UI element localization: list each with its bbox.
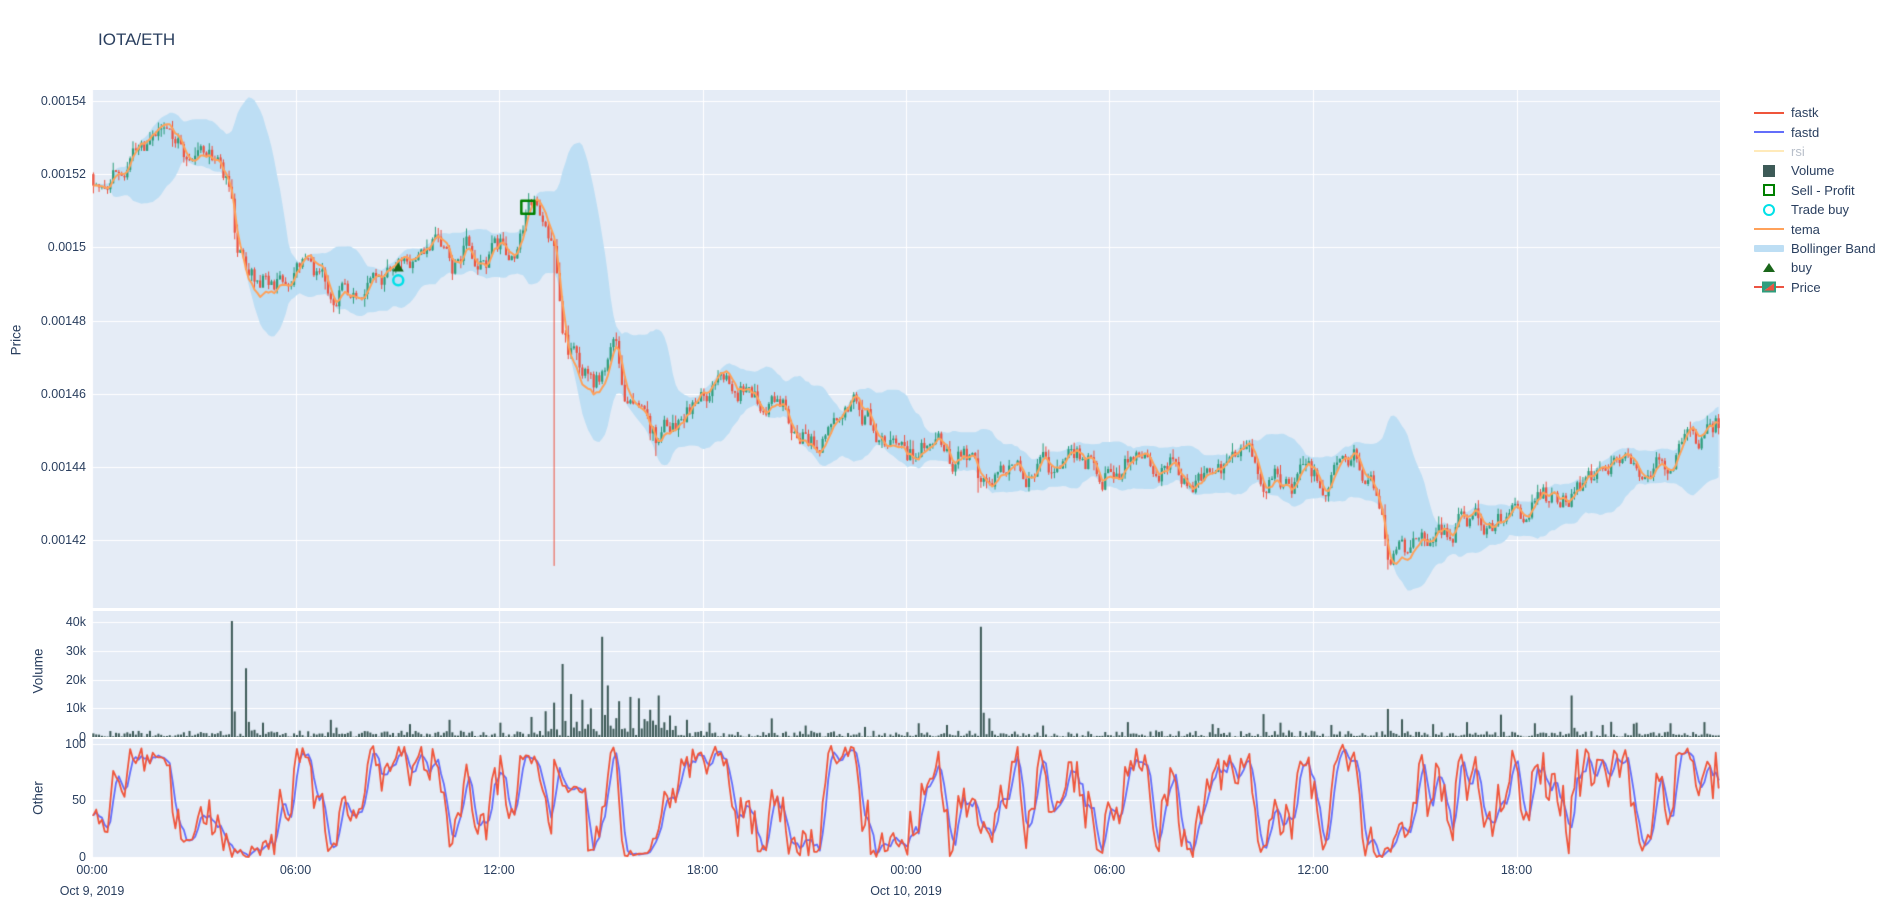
y-tick-label-volume: 20k	[65, 672, 86, 687]
y-tick-label-price: 0.00142	[40, 533, 86, 548]
legend-item-label: Price	[1791, 279, 1821, 295]
y-tick-label-other: 100	[65, 736, 86, 751]
legend-item-label: Volume	[1791, 163, 1835, 179]
oscillator-chart-canvas[interactable]	[92, 739, 1720, 858]
legend-item-label: tema	[1791, 221, 1820, 237]
legend-item-sell-profit[interactable]: Sell - Profit	[1752, 181, 1888, 200]
legend-item-label: rsi	[1791, 143, 1805, 159]
legend-item-bollinger-band[interactable]: Bollinger Band	[1752, 239, 1888, 258]
oscillator-panel	[92, 739, 1720, 858]
x-tick-label: 00:00	[890, 863, 922, 877]
volume-chart-canvas[interactable]	[92, 611, 1720, 737]
legend-item-volume[interactable]: Volume	[1752, 161, 1888, 180]
y-tick-label-price: 0.00146	[40, 386, 86, 401]
y-tick-label-volume: 40k	[65, 615, 86, 630]
y-tick-label-price: 0.00148	[40, 313, 86, 328]
legend-symbol-line-icon	[1752, 131, 1786, 134]
y-tick-label-other: 0	[79, 849, 86, 864]
y-tick-label-price: 0.00144	[40, 460, 86, 475]
price-chart-canvas[interactable]	[92, 90, 1720, 608]
legend-item-buy[interactable]: buy	[1752, 258, 1888, 277]
x-tick-label: 18:00	[686, 863, 719, 877]
legend-item-trade-buy[interactable]: Trade buy	[1752, 200, 1888, 219]
x-tick-label: 18:00	[1500, 863, 1533, 877]
legend-symbol-candlestick-icon	[1752, 280, 1786, 294]
legend-item-fastd[interactable]: fastd	[1752, 122, 1888, 141]
x-tick-label: 12:00	[1297, 863, 1329, 877]
price-panel	[92, 90, 1720, 608]
legend-item-rsi[interactable]: rsi	[1752, 142, 1888, 161]
x-date-label: Oct 10, 2019	[870, 884, 942, 898]
y-tick-label-price: 0.00152	[40, 167, 86, 182]
legend-symbol-circle-open-icon	[1752, 203, 1786, 216]
y-tick-label-other: 50	[72, 793, 86, 808]
legend-item-label: Bollinger Band	[1791, 240, 1876, 256]
legend-symbol-line-icon	[1752, 228, 1786, 231]
y-tick-label-price: 0.0015	[47, 240, 86, 255]
volume-panel	[92, 611, 1720, 737]
legend-item-label: buy	[1791, 260, 1812, 276]
legend-item-label: fastd	[1791, 124, 1820, 140]
chart-title: IOTA/ETH	[98, 30, 176, 49]
legend-item-label: Sell - Profit	[1791, 182, 1855, 198]
legend-item-fastk[interactable]: fastk	[1752, 103, 1888, 122]
legend-symbol-square-filled-icon	[1752, 164, 1786, 177]
x-tick-label: 12:00	[483, 863, 515, 877]
y-tick-label-volume: 10k	[65, 701, 86, 716]
x-tick-label: 00:00	[76, 863, 108, 877]
legend-symbol-triangle-up-icon	[1752, 263, 1786, 273]
y-tick-label-volume: 30k	[65, 644, 86, 659]
y-tick-label-volume: 0	[79, 730, 86, 744]
x-date-label: Oct 9, 2019	[59, 884, 125, 898]
y-axis-title-price: Price	[8, 324, 24, 356]
legend-item-label: Trade buy	[1791, 202, 1850, 218]
legend-symbol-band-icon	[1752, 244, 1786, 252]
legend-item-label: fastk	[1791, 105, 1819, 121]
legend-item-price[interactable]: Price	[1752, 278, 1888, 297]
legend-symbol-line-icon	[1752, 111, 1786, 114]
x-tick-label: 06:00	[279, 863, 312, 877]
y-tick-label-price: 0.00154	[40, 93, 86, 108]
x-tick-label: 06:00	[1093, 863, 1126, 877]
legend-symbol-square-open-icon	[1752, 184, 1786, 197]
legend-symbol-line-icon	[1752, 150, 1786, 153]
legend-item-tema[interactable]: tema	[1752, 219, 1888, 238]
legend: fastk fastd rsi Volume Sell - Profit Trade bu…	[1752, 103, 1888, 297]
